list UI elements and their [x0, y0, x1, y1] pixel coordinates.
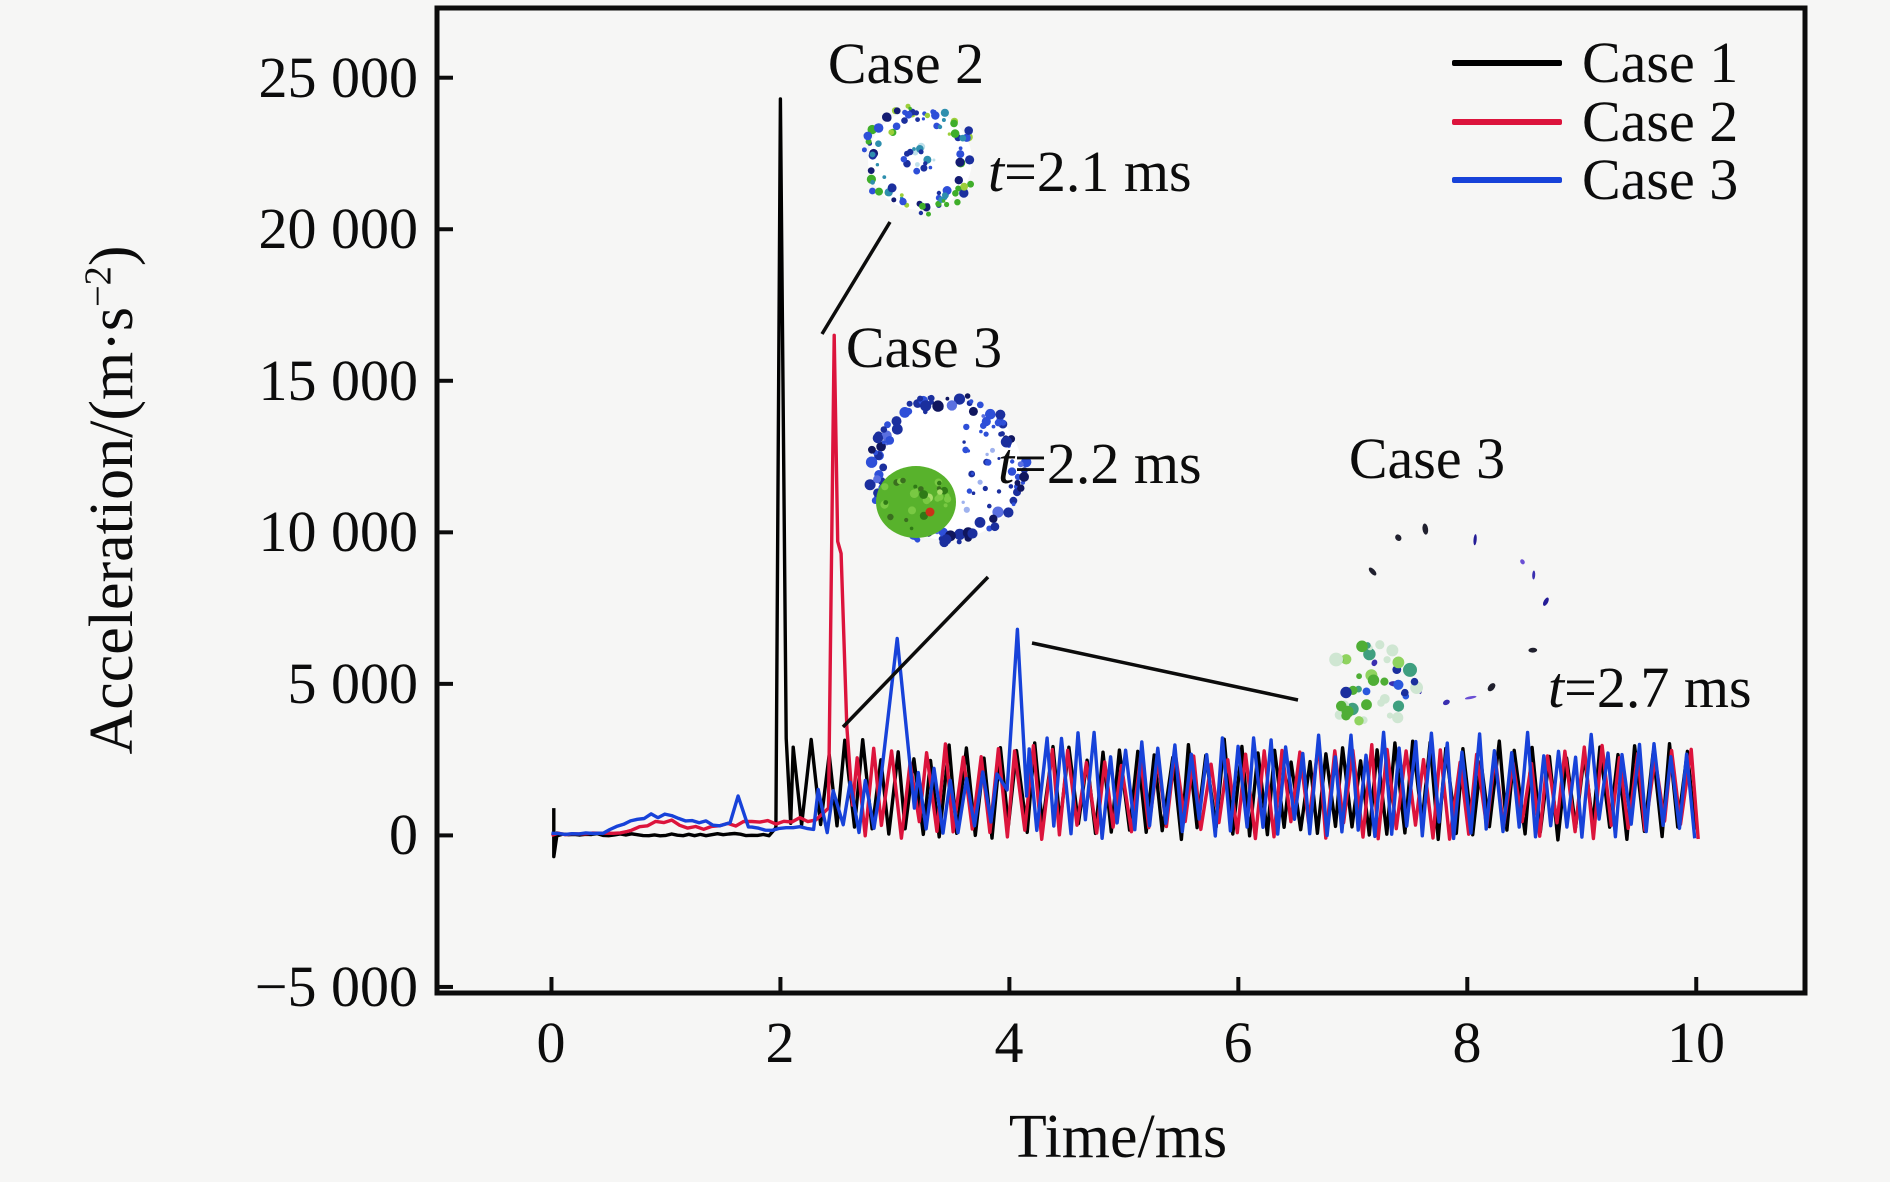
inset-snapshot-case3-late: [1329, 523, 1549, 726]
annotation-time-label-case3a: t=2.2 ms: [998, 435, 1202, 493]
y-tick-label: −5 000: [254, 954, 418, 1019]
y-axis-title: Acceleration/(m·s−2): [77, 245, 146, 755]
y-tick-label: 0: [389, 802, 418, 867]
x-axis-title: Time/ms: [1009, 1106, 1227, 1168]
annotation-time-label-case2: t=2.1 ms: [988, 143, 1192, 201]
annotation-time-variable: t: [988, 139, 1005, 204]
x-axis-title-text: Time/ms: [1008, 1103, 1228, 1171]
x-tick-label: 4: [994, 1010, 1024, 1075]
annotation-time-value: =2.1 ms: [1004, 139, 1192, 204]
annotation-time-variable: t: [998, 431, 1015, 496]
annotation-case-label-case3a: Case 3: [845, 315, 1003, 380]
x-tick-label: 2: [765, 1010, 795, 1075]
annotation-leader-line: [820, 221, 892, 335]
x-tick-label: 0: [536, 1010, 566, 1075]
annotation-time-value: =2.2 ms: [1014, 431, 1202, 496]
annotation-time-variable: t: [1548, 655, 1565, 720]
legend-label: Case 3: [1582, 147, 1739, 212]
y-tick-label: 25 000: [258, 45, 419, 110]
annotation-time-label-case3b: t=2.7 ms: [1548, 659, 1752, 717]
x-tick-label: 6: [1223, 1010, 1253, 1075]
y-axis-title-text: Acceleration/(m·s: [78, 306, 146, 755]
y-tick-label: 5 000: [287, 651, 419, 716]
plot-border: [434, 5, 1808, 996]
y-axis-title-suffix: ): [78, 245, 146, 267]
series-case-3: [551, 627, 1697, 841]
x-tick-label: 10: [1667, 1010, 1725, 1075]
annotation-time-value: =2.7 ms: [1564, 655, 1752, 720]
inset-snapshot-case3-early: [864, 393, 1032, 548]
legend-swatch-case-1: [1452, 60, 1562, 66]
legend-swatch-case-3: [1452, 177, 1562, 183]
inset-snapshot-case2: [861, 103, 975, 217]
annotation-leader-line: [1031, 641, 1299, 702]
y-tick-label: 10 000: [258, 499, 419, 564]
legend-swatch-case-2: [1452, 119, 1562, 125]
y-tick-label: 15 000: [258, 348, 419, 413]
annotation-case-label-case3b: Case 3: [1348, 426, 1506, 491]
y-tick-label: 20 000: [258, 196, 419, 261]
legend-label: Case 2: [1582, 89, 1739, 154]
y-axis-title-exponent: −2: [77, 266, 120, 307]
curves: [550, 97, 1700, 859]
annotation-leader-line: [841, 575, 990, 729]
annotation-case-label-case2: Case 2: [827, 31, 985, 96]
legend-label: Case 1: [1582, 30, 1739, 95]
x-tick-label: 8: [1452, 1010, 1482, 1075]
